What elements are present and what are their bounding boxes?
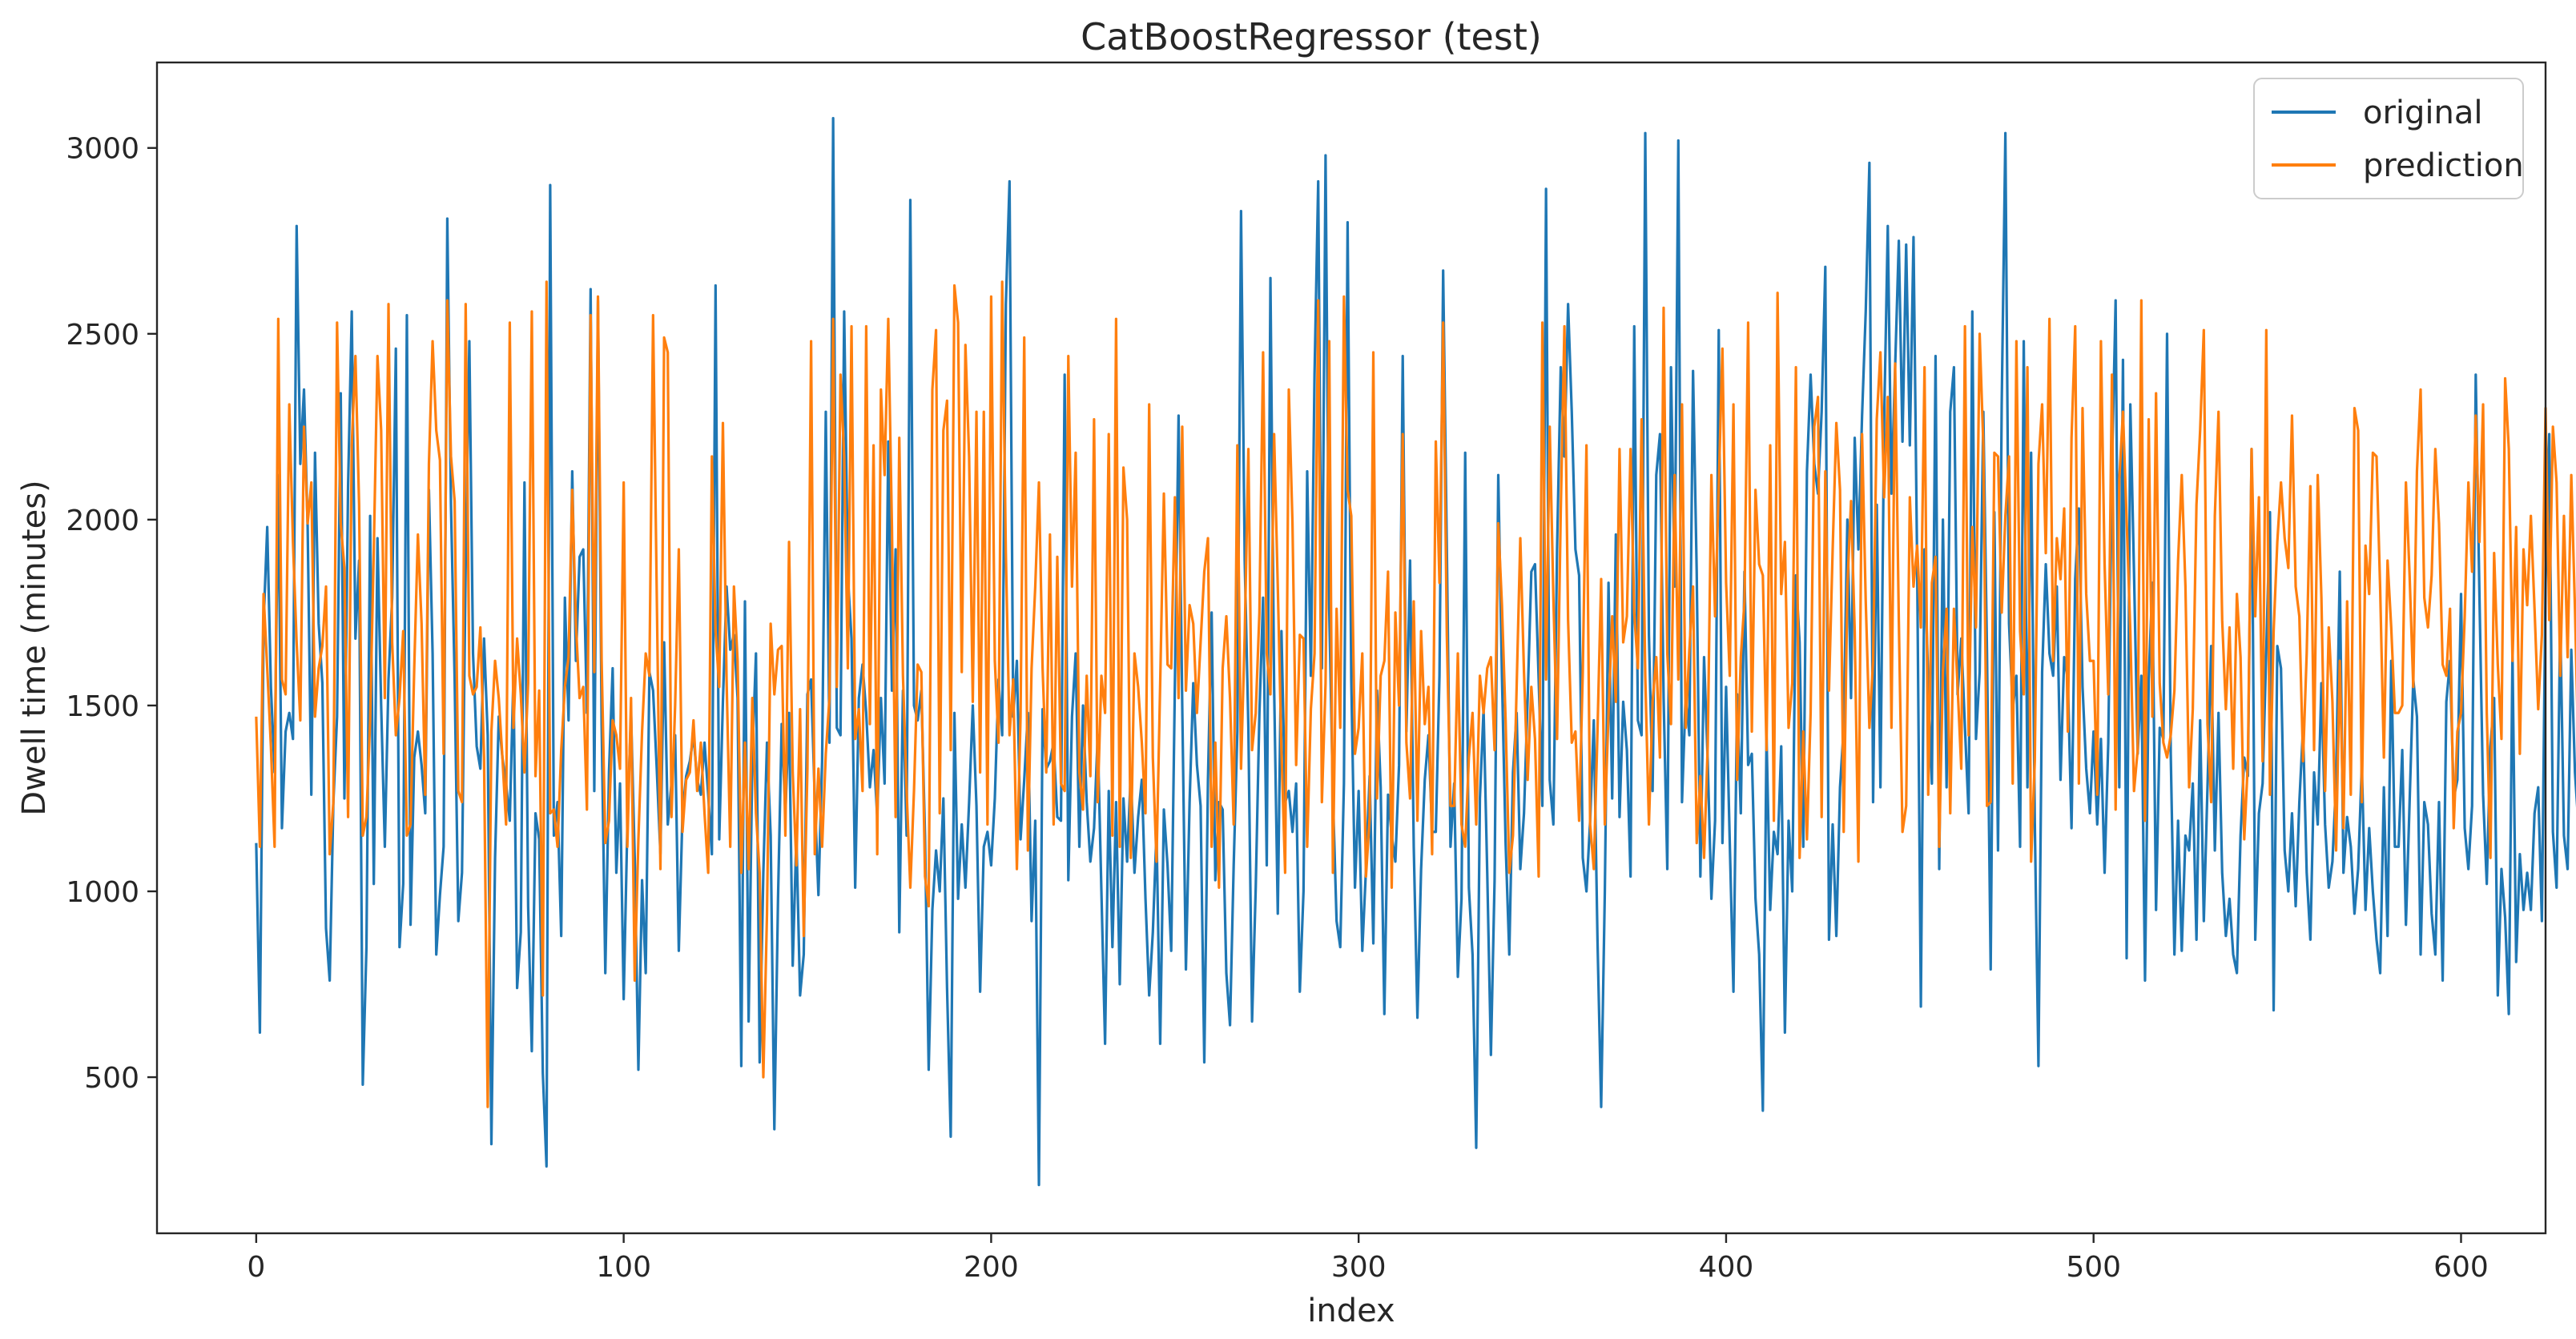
x-tick-label: 500 bbox=[2066, 1251, 2121, 1284]
series-line-original bbox=[255, 117, 2576, 1187]
x-axis-label: index bbox=[1307, 1293, 1395, 1329]
series-layer bbox=[255, 117, 2576, 1187]
series-line-prediction bbox=[255, 280, 2576, 1108]
chart-title: CatBoostRegressor (test) bbox=[1081, 15, 1542, 58]
legend: original prediction bbox=[2253, 78, 2524, 199]
x-tick-label: 600 bbox=[2433, 1251, 2489, 1284]
x-tick-label: 400 bbox=[1699, 1251, 1754, 1284]
legend-label-prediction: prediction bbox=[2363, 147, 2524, 184]
x-tick-label: 100 bbox=[596, 1251, 651, 1284]
x-tick-label: 200 bbox=[964, 1251, 1019, 1284]
x-tick-label: 0 bbox=[247, 1251, 265, 1284]
y-tick-label: 500 bbox=[84, 1062, 139, 1095]
x-axis: 0 100 200 300 400 500 600 bbox=[247, 1233, 2489, 1284]
y-tick-label: 2500 bbox=[66, 319, 139, 352]
legend-box bbox=[2253, 78, 2524, 199]
y-tick-label: 1500 bbox=[66, 690, 139, 723]
legend-label-original: original bbox=[2363, 94, 2483, 131]
y-axis: 500 1000 1500 2000 2500 3000 bbox=[66, 133, 157, 1095]
y-tick-label: 2000 bbox=[66, 505, 139, 537]
plot-frame bbox=[155, 61, 2547, 1235]
y-tick-label: 3000 bbox=[66, 133, 139, 166]
y-axis-label: Dwell time (minutes) bbox=[16, 480, 53, 815]
x-tick-label: 300 bbox=[1331, 1251, 1387, 1284]
plot-area bbox=[155, 61, 2576, 1235]
y-tick-label: 1000 bbox=[66, 876, 139, 909]
